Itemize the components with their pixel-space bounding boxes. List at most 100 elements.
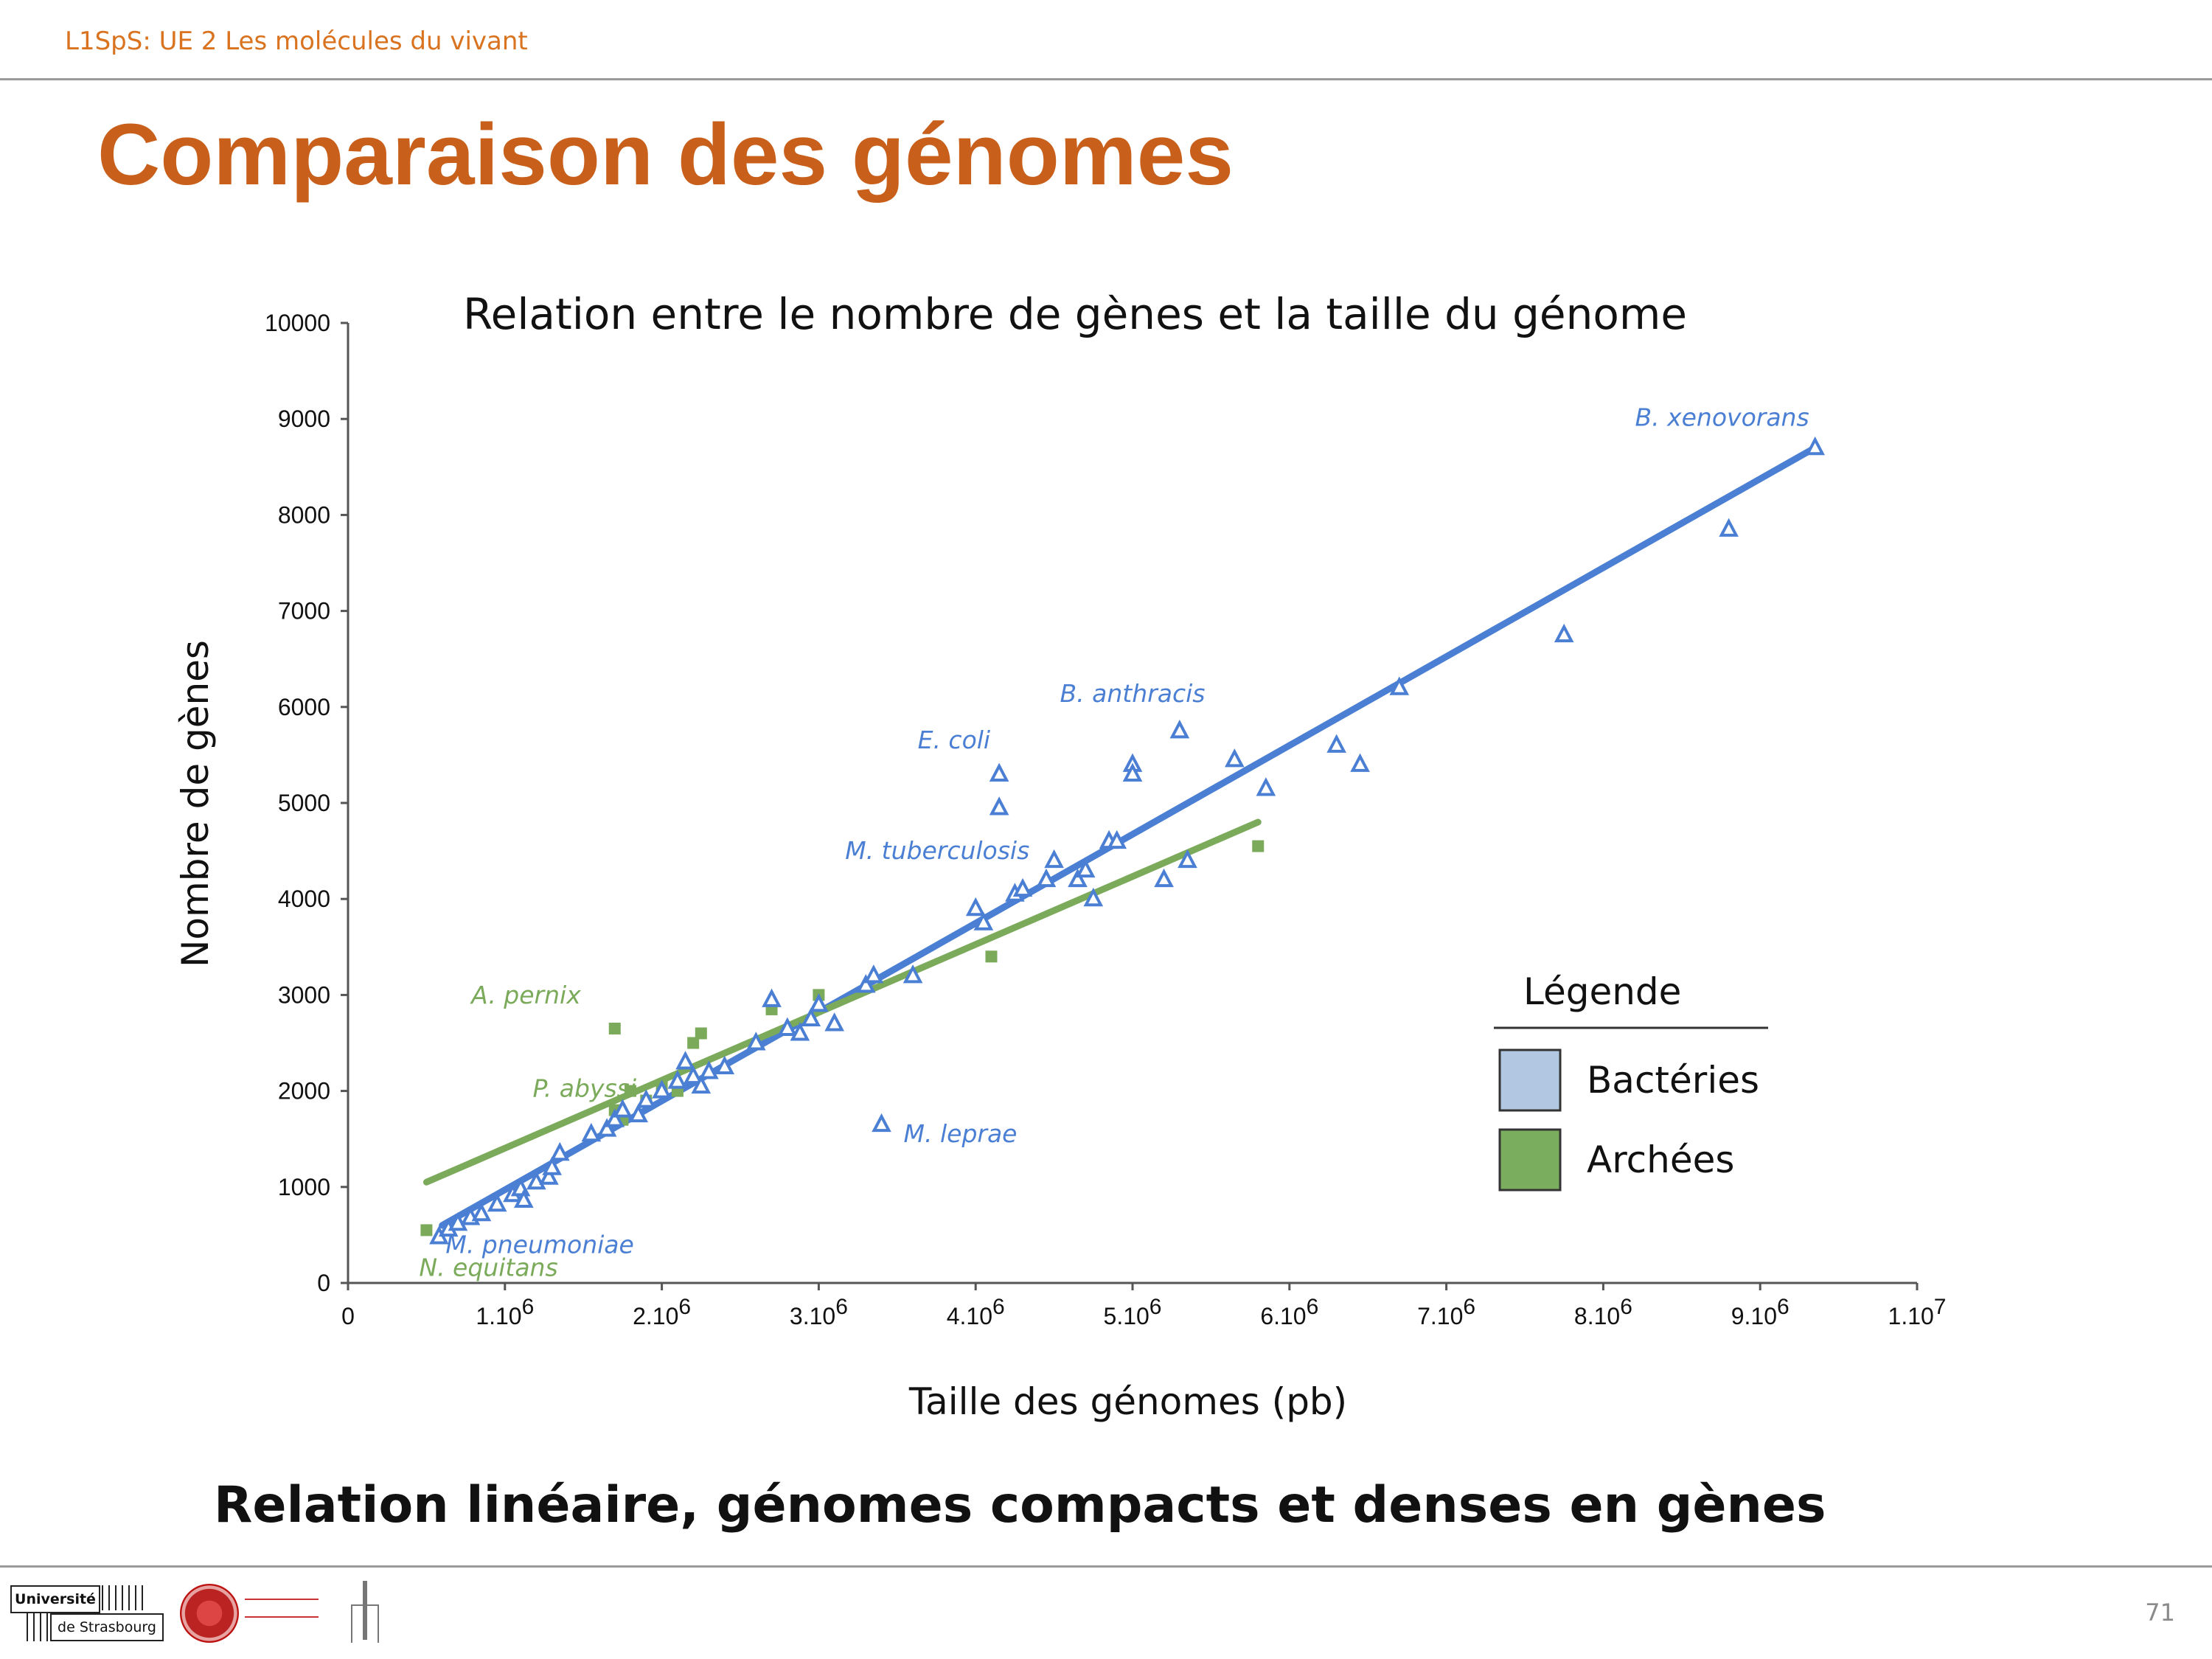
bacteria-point bbox=[1805, 436, 1825, 456]
bacteria-trend-line bbox=[439, 444, 1819, 1229]
archaea-point bbox=[687, 1037, 700, 1049]
x-tick-label: 0 bbox=[341, 1303, 355, 1329]
bacteria-annotation: M. pneumoniae bbox=[445, 1230, 633, 1259]
conclusion-text: Relation linéaire, génomes compacts et d… bbox=[214, 1476, 1826, 1534]
bacteria-point bbox=[1075, 858, 1096, 878]
bacteria-point bbox=[902, 964, 923, 984]
bacteria-point bbox=[1178, 849, 1197, 869]
bacteria-point bbox=[809, 993, 829, 1012]
bacteria-point bbox=[872, 1113, 891, 1133]
x-tick-label: 1.107 bbox=[1888, 1295, 1947, 1329]
bacteria-point bbox=[1326, 734, 1346, 753]
bacteria-point bbox=[628, 1103, 648, 1123]
bacteria-point bbox=[762, 988, 782, 1007]
archaea-annotation: A. pernix bbox=[470, 981, 581, 1009]
legend-swatch-archaea bbox=[1498, 1128, 1562, 1192]
bacteria-point bbox=[1389, 676, 1410, 695]
header-divider bbox=[0, 78, 2212, 80]
footer-divider bbox=[0, 1565, 2212, 1568]
bacteria-annotation: E. coli bbox=[918, 726, 991, 754]
course-header: L1SpS: UE 2 Les molécules du vivant bbox=[65, 27, 528, 56]
bacteria-point bbox=[613, 1099, 633, 1118]
archaea-point bbox=[1252, 840, 1265, 852]
bacteria-point bbox=[683, 1065, 703, 1085]
x-tick-label: 3.106 bbox=[790, 1295, 848, 1329]
archaea-trend-line bbox=[422, 818, 1262, 1186]
bacteria-annotation: M. leprae bbox=[904, 1119, 1018, 1148]
bacteria-point bbox=[973, 911, 994, 931]
bacteria-point bbox=[989, 762, 1009, 782]
bacteria-annotation: B. xenovorans bbox=[1635, 403, 1809, 431]
bacteria-point bbox=[1036, 868, 1057, 888]
y-tick-label: 2000 bbox=[278, 1078, 330, 1105]
university-logo-line1: Université bbox=[10, 1585, 100, 1613]
bacteria-point bbox=[691, 1074, 712, 1094]
bacteria-point bbox=[597, 1118, 617, 1137]
archaea-point bbox=[608, 1022, 621, 1034]
bacteria-point bbox=[667, 1070, 688, 1089]
legend-swatch-bacteria bbox=[1498, 1048, 1562, 1112]
x-tick-label: 6.106 bbox=[1260, 1295, 1318, 1329]
archaea-annotation: N. equitans bbox=[419, 1253, 557, 1281]
bacteria-point bbox=[1107, 830, 1127, 849]
bacteria-point bbox=[965, 897, 986, 917]
y-tick-label: 0 bbox=[317, 1270, 330, 1296]
bacteria-point bbox=[675, 1051, 695, 1070]
y-tick-label: 5000 bbox=[278, 790, 330, 816]
x-tick-label: 8.106 bbox=[1574, 1295, 1632, 1329]
archaea-point bbox=[695, 1027, 707, 1040]
y-tick-label: 4000 bbox=[278, 886, 330, 912]
bacteria-point bbox=[1225, 748, 1245, 768]
y-tick-label: 6000 bbox=[278, 694, 330, 720]
archaea-annotation: P. abyssi bbox=[532, 1074, 636, 1103]
legend-title: Légende bbox=[1523, 970, 1681, 1013]
bacteria-point bbox=[487, 1192, 507, 1212]
faculty-logo-text bbox=[245, 1593, 319, 1637]
hospital-logo bbox=[341, 1578, 429, 1646]
bacteria-point bbox=[989, 796, 1009, 815]
bacteria-point bbox=[714, 1055, 735, 1075]
x-tick-label: 2.106 bbox=[633, 1295, 691, 1329]
bacteria-point bbox=[1154, 868, 1174, 888]
x-tick-label: 7.106 bbox=[1417, 1295, 1475, 1329]
bacteria-point bbox=[549, 1141, 570, 1161]
x-tick-label: 9.106 bbox=[1731, 1295, 1790, 1329]
slide-title: Comparaison des génomes bbox=[97, 106, 1234, 204]
archaea-point bbox=[420, 1224, 433, 1237]
y-axis-label: Nombre de gènes bbox=[174, 640, 217, 967]
bacteria-point bbox=[581, 1122, 602, 1142]
university-logo: Université de Strasbourg bbox=[10, 1585, 164, 1644]
university-logo-line2: de Strasbourg bbox=[50, 1613, 164, 1641]
bacteria-point bbox=[1083, 887, 1104, 907]
university-logo-bars-lower bbox=[27, 1613, 49, 1641]
bacteria-point bbox=[514, 1189, 534, 1208]
legend-label-bacteria: Bactéries bbox=[1587, 1059, 1759, 1102]
page-number: 71 bbox=[2145, 1599, 2175, 1627]
y-tick-label: 10000 bbox=[265, 310, 330, 336]
legend-label-archaea: Archées bbox=[1587, 1138, 1734, 1181]
bacteria-point bbox=[1068, 868, 1088, 888]
faculty-seal-logo bbox=[180, 1584, 239, 1643]
bacteria-point bbox=[855, 974, 876, 993]
bacteria-annotation: M. tuberculosis bbox=[845, 836, 1029, 865]
x-tick-label: 4.106 bbox=[947, 1295, 1005, 1329]
bacteria-point bbox=[801, 1007, 821, 1026]
bacteria-point bbox=[1169, 720, 1190, 739]
bacteria-point bbox=[1256, 777, 1276, 796]
y-tick-label: 7000 bbox=[278, 598, 330, 625]
university-logo-bars bbox=[102, 1585, 146, 1610]
x-tick-label: 5.106 bbox=[1104, 1295, 1162, 1329]
bacteria-point bbox=[542, 1156, 562, 1175]
bacteria-point bbox=[605, 1108, 625, 1127]
bacteria-point bbox=[1012, 877, 1033, 897]
bacteria-point bbox=[1350, 753, 1370, 772]
bacteria-point bbox=[699, 1060, 719, 1079]
bacteria-point bbox=[1122, 762, 1143, 782]
bacteria-point bbox=[863, 964, 884, 984]
bacteria-point bbox=[1044, 849, 1064, 869]
bacteria-point bbox=[652, 1079, 672, 1099]
bacteria-point bbox=[1719, 518, 1739, 537]
y-tick-label: 3000 bbox=[278, 981, 330, 1008]
bacteria-annotation: B. anthracis bbox=[1060, 679, 1206, 708]
